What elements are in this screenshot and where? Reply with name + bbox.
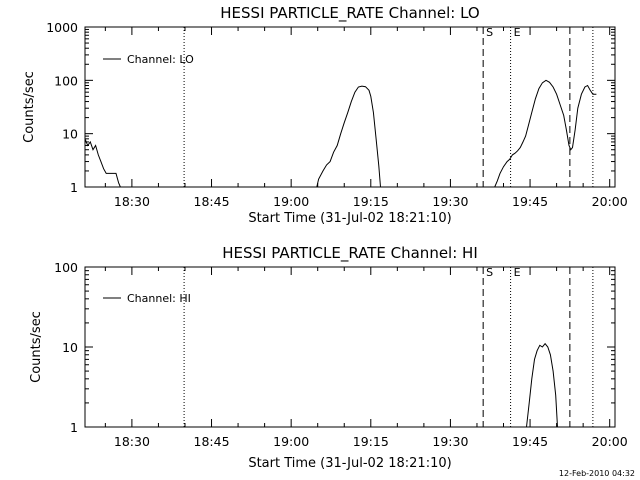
plot-lo-xtick-label: 19:15	[353, 194, 389, 209]
plot-lo-xtick-label: 18:30	[114, 194, 150, 209]
plot-hi-ylabel: Counts/sec	[29, 311, 44, 383]
plot-lo-marker-label: E	[514, 26, 521, 39]
plot-lo-series-line	[316, 85, 381, 188]
plot-lo-content: 18:30 18:45 19:00 19:15 19:30 19:45 20:00 1 10 10…	[46, 20, 628, 209]
plot-hi-xtick-label: 19:00	[273, 434, 309, 449]
plot-lo-xtick-label: 18:45	[194, 194, 230, 209]
plot-lo-ytick-label: 1000	[46, 20, 78, 35]
plot-lo-frame	[84, 26, 616, 188]
plot-lo-xlabel: Start Time (31-Jul-02 18:21:10)	[248, 211, 451, 226]
plot-hi-frame	[84, 266, 616, 428]
plot-lo-ytick-label: 1	[70, 180, 78, 195]
plot-lo-xtick-label: 19:00	[273, 194, 309, 209]
plot-lo-ylabel: Counts/sec	[22, 71, 37, 143]
plot-hi-xtick-label: 18:30	[114, 434, 150, 449]
plot-hi-marker-label: S	[486, 266, 493, 279]
plot-lo-xtick-label: 19:45	[512, 194, 548, 209]
plot-hi-ytick-label: 1	[70, 420, 78, 435]
plot-lo-series-line	[84, 138, 121, 188]
plot-lo-ytick-label: 100	[54, 73, 78, 88]
plot-lo-title: HESSI PARTICLE_RATE Channel: LO	[220, 4, 479, 23]
plot-hi-legend-label: Channel: HI	[127, 292, 191, 305]
plot-hi-title: HESSI PARTICLE_RATE Channel: HI	[222, 244, 478, 263]
plot-lo-legend: Channel: LO	[103, 53, 194, 66]
plot-lo-xtick-label: 20:00	[592, 194, 628, 209]
plot-hi-xtick-label: 19:45	[512, 434, 548, 449]
plot-lo-xtick-label: 19:30	[432, 194, 468, 209]
plot-lo-legend-label: Channel: LO	[127, 53, 194, 66]
timestamp-stamp: 12-Feb-2010 04:32	[559, 469, 635, 478]
plot-hi-xtick-label: 19:30	[432, 434, 468, 449]
plot-lo: HESSI PARTICLE_RATE Channel: LO 18:30 18:…	[22, 4, 628, 226]
plot-hi: HESSI PARTICLE_RATE Channel: HI 18:30 18:…	[29, 244, 628, 471]
plot-hi-marker-label: E	[514, 266, 521, 279]
plot-hi-xtick-label: 18:45	[194, 434, 230, 449]
plot-hi-content: 18:30 18:45 19:00 19:15 19:30 19:45 20:00 1 10 10…	[54, 260, 628, 449]
plot-hi-xlabel: Start Time (31-Jul-02 18:21:10)	[248, 456, 451, 471]
plot-hi-series-line	[526, 342, 558, 428]
plot-hi-legend: Channel: HI	[103, 292, 191, 305]
plot-hi-ytick-label: 10	[62, 340, 78, 355]
plot-lo-ytick-label: 10	[62, 127, 78, 142]
plot-lo-marker-label: S	[486, 26, 493, 39]
plot-lo-series-line	[494, 79, 597, 188]
plot-hi-xtick-label: 19:15	[353, 434, 389, 449]
plot-hi-ytick-label: 100	[54, 260, 78, 275]
plot-hi-xtick-label: 20:00	[592, 434, 628, 449]
